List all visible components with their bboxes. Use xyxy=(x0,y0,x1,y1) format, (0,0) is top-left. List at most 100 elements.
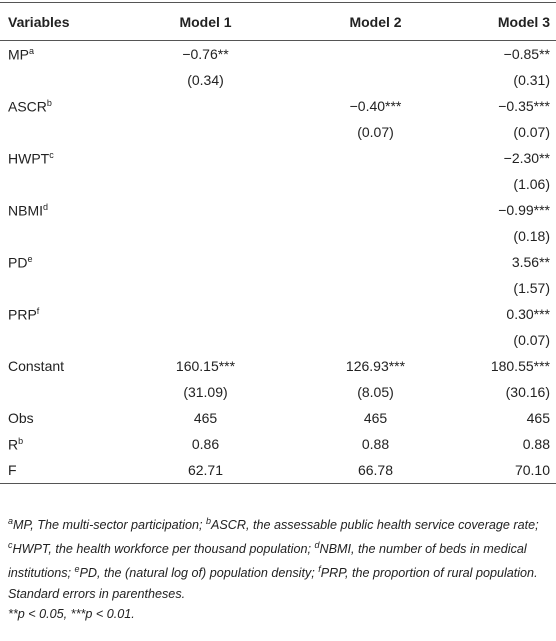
note-text: PD, the (natural log of) population dens… xyxy=(79,566,315,581)
variable-cell xyxy=(0,327,138,353)
value-cell xyxy=(138,301,273,327)
note-superscript: b xyxy=(205,516,211,526)
value-cell xyxy=(138,223,273,249)
table-row: (0.07) xyxy=(0,327,556,353)
note-text: MP, The multi-sector participation; xyxy=(13,518,203,533)
value-cell: 0.30*** xyxy=(506,306,550,322)
value-cell xyxy=(138,171,273,197)
variable-cell: ASCRb xyxy=(0,93,138,119)
note-superscript: a xyxy=(8,516,14,526)
note-text: NBMI, the number of beds in medical inst… xyxy=(8,542,527,581)
table-row: PDe 3.56** xyxy=(0,249,556,275)
value-cell xyxy=(273,171,478,197)
note-text: ASCR, the assessable public health servi… xyxy=(210,518,539,533)
value-cell: (0.07) xyxy=(357,124,394,140)
regression-table: Variables Model 1 Model 2 Model 3 MPa −0.… xyxy=(0,2,556,484)
value-cell: 62.71 xyxy=(187,462,224,478)
variable-cell: PDe xyxy=(0,249,138,275)
variable-cell xyxy=(0,171,138,197)
variable-name: PD xyxy=(8,254,28,271)
value-cell xyxy=(138,275,273,301)
variable-cell: PRPf xyxy=(0,301,138,327)
value-cell: −2.30** xyxy=(503,150,550,166)
value-cell: (0.34) xyxy=(187,72,224,88)
table-row: Rb 0.86 0.88 0.88 xyxy=(0,431,556,457)
table-row: (0.07) (0.07) xyxy=(0,119,556,145)
value-cell: (8.05) xyxy=(357,384,394,400)
value-cell xyxy=(273,67,478,93)
header-row: Variables Model 1 Model 2 Model 3 xyxy=(0,2,556,41)
variable-name: NBMI xyxy=(8,202,43,219)
variable-cell xyxy=(0,223,138,249)
header-cell: Model 1 xyxy=(179,13,232,30)
value-cell xyxy=(138,145,273,171)
note-text: PRP, the proportion of rural population. xyxy=(320,566,538,581)
table-row: MPa −0.76** −0.85** xyxy=(0,41,556,68)
table-row: (0.34) (0.31) xyxy=(0,67,556,93)
value-cell: (31.09) xyxy=(183,384,228,400)
variable-superscript: c xyxy=(49,149,54,160)
definitions: aMP, The multi-sector participation; bAS… xyxy=(8,511,553,584)
variable-cell: Rb xyxy=(0,431,138,457)
value-cell: −0.99*** xyxy=(498,202,550,218)
value-cell xyxy=(138,249,273,275)
value-cell xyxy=(138,119,273,145)
variable-superscript: e xyxy=(27,253,33,264)
value-cell xyxy=(273,327,478,353)
variable-cell xyxy=(0,379,138,405)
value-cell xyxy=(138,197,273,223)
value-cell: (1.57) xyxy=(513,280,550,296)
variable-name: Constant xyxy=(8,358,65,374)
table-row: (1.57) xyxy=(0,275,556,301)
note: **p < 0.05, ***p < 0.01. xyxy=(8,606,135,621)
value-cell: (0.18) xyxy=(513,228,550,244)
table-row: ASCRb −0.40*** −0.35*** xyxy=(0,93,556,119)
variable-name: R xyxy=(8,436,19,453)
value-cell: −0.76** xyxy=(182,46,229,62)
note-superscript: c xyxy=(8,540,13,551)
value-cell: 3.56** xyxy=(511,254,550,270)
variable-name: Obs xyxy=(8,410,34,426)
table-row: PRPf 0.30*** xyxy=(0,301,556,327)
header-cell: Model 2 xyxy=(349,13,402,30)
variable-cell: MPa xyxy=(0,41,138,68)
variable-superscript: d xyxy=(43,201,49,212)
note-superscript: e xyxy=(74,564,80,575)
value-cell: 465 xyxy=(526,410,550,426)
value-cell: 160.15*** xyxy=(175,358,236,374)
value-cell xyxy=(273,223,478,249)
table-row: Obs 465 465 465 xyxy=(0,405,556,431)
value-cell: (0.31) xyxy=(513,72,550,88)
value-cell: (0.07) xyxy=(513,124,550,140)
table-row: (0.18) xyxy=(0,223,556,249)
value-cell: (0.07) xyxy=(513,332,550,348)
variable-cell: HWPTc xyxy=(0,145,138,171)
table-body: MPa −0.76** −0.85** (0.34) (0.31) ASCRb −0.40*… xyxy=(0,41,556,484)
value-cell xyxy=(273,275,478,301)
value-cell: 465 xyxy=(193,410,218,426)
variable-cell: Constant xyxy=(0,353,138,379)
table-row: HWPTc −2.30** xyxy=(0,145,556,171)
variable-superscript: f xyxy=(36,305,40,316)
variable-superscript: b xyxy=(18,435,24,446)
value-cell: −0.85** xyxy=(503,46,550,62)
variable-cell xyxy=(0,275,138,301)
variable-name: ASCR xyxy=(8,98,47,115)
value-cell: (30.16) xyxy=(505,384,550,400)
footnotes: aMP, The multi-sector participation; bAS… xyxy=(8,511,553,624)
note-text: HWPT, the health workforce per thousand … xyxy=(12,542,311,557)
variable-cell: NBMId xyxy=(0,197,138,223)
note-superscript: d xyxy=(314,540,320,551)
header-cell: Variables xyxy=(8,13,70,30)
value-cell xyxy=(273,197,478,223)
value-cell: (1.06) xyxy=(513,176,550,192)
variable-superscript: b xyxy=(46,97,52,108)
variable-name: F xyxy=(8,462,17,478)
note: Standard errors in parentheses. xyxy=(8,586,186,601)
table-row: (31.09) (8.05) (30.16) xyxy=(0,379,556,405)
variable-cell xyxy=(0,119,138,145)
value-cell: −0.40*** xyxy=(349,98,402,114)
note-superscript: f xyxy=(318,564,321,575)
table-row: Constant 160.15*** 126.93*** 180.55*** xyxy=(0,353,556,379)
variable-cell: F xyxy=(0,457,138,484)
